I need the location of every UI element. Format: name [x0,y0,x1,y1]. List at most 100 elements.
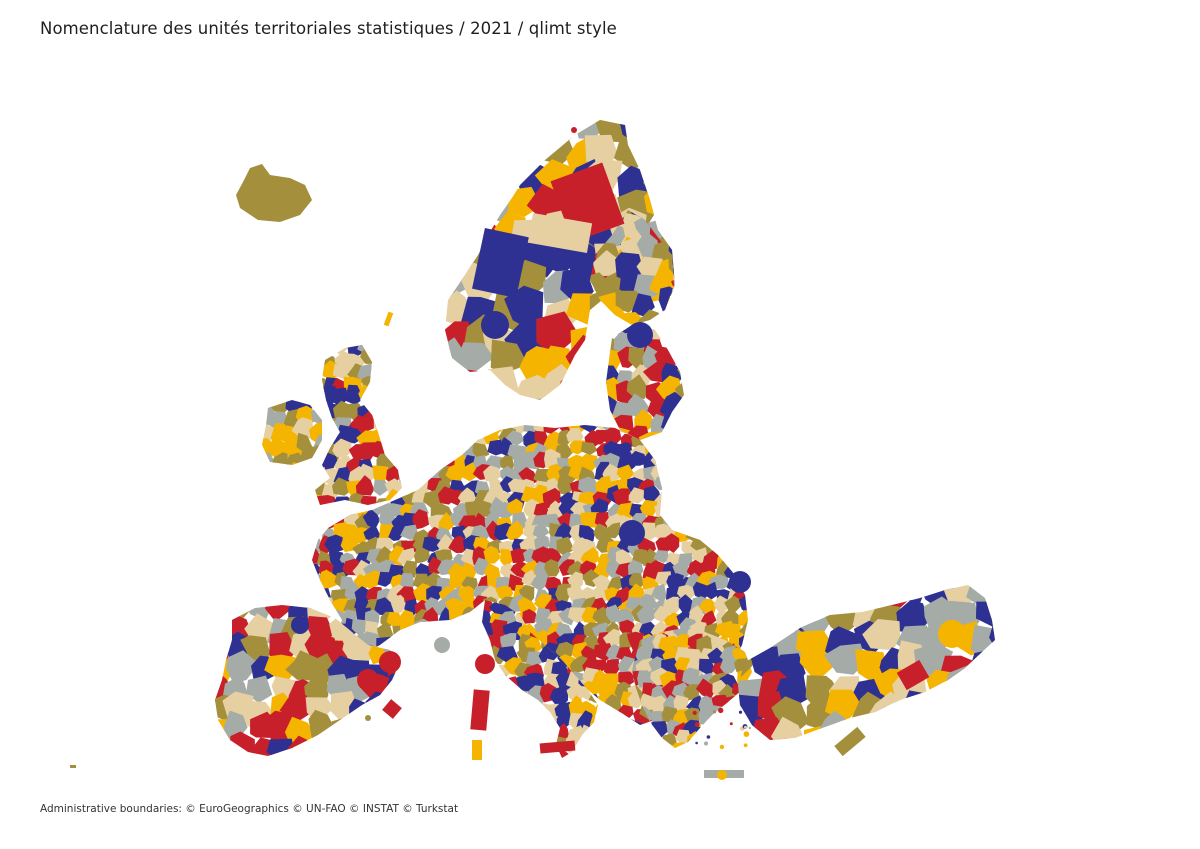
territorial-unit[interactable] [678,400,702,422]
territorial-unit[interactable] [590,725,611,743]
territorial-unit[interactable] [451,682,469,703]
territorial-unit[interactable] [541,753,561,771]
territorial-unit[interactable] [434,637,450,653]
territorial-unit[interactable] [450,658,467,675]
territorial-unit[interactable] [385,377,406,396]
territorial-unit[interactable] [352,541,370,556]
territorial-unit[interactable] [677,512,696,529]
territorial-unit[interactable] [266,738,294,766]
territorial-unit[interactable] [842,565,878,603]
territorial-unit[interactable] [307,462,324,481]
territorial-unit[interactable] [696,493,716,509]
territorial-unit[interactable] [649,744,669,759]
territorial-unit[interactable] [557,477,574,496]
territorial-unit[interactable] [360,495,377,513]
territorial-unit[interactable] [535,716,552,736]
territorial-unit[interactable] [976,601,1012,628]
territorial-unit[interactable] [425,427,443,449]
territorial-unit[interactable] [749,481,769,496]
territorial-unit[interactable] [445,464,465,483]
territorial-unit[interactable] [537,724,559,743]
territorial-unit[interactable] [402,430,422,446]
territorial-unit[interactable] [396,547,416,567]
territorial-unit[interactable] [683,684,699,701]
territorial-unit[interactable] [751,578,785,616]
territorial-unit[interactable] [715,487,734,509]
territorial-unit[interactable] [967,669,998,702]
territorial-unit[interactable] [987,579,1027,612]
territorial-unit[interactable] [368,718,395,750]
territorial-unit[interactable] [748,561,763,578]
territorial-unit[interactable] [470,689,490,731]
territorial-unit[interactable] [486,705,505,727]
territorial-unit[interactable] [989,621,1027,656]
territorial-unit[interactable] [509,698,529,720]
territorial-unit[interactable] [395,442,417,461]
territorial-unit[interactable] [500,736,519,756]
territorial-unit[interactable] [665,334,685,353]
territorial-unit[interactable] [291,616,309,634]
territorial-unit[interactable] [487,716,505,737]
territorial-unit[interactable] [969,649,1000,689]
territorial-unit[interactable] [490,339,528,374]
territorial-unit[interactable] [938,620,966,648]
territorial-unit[interactable] [677,418,697,438]
territorial-unit[interactable] [451,431,467,450]
territorial-unit[interactable] [672,286,702,313]
territorial-unit[interactable] [420,454,439,473]
territorial-unit[interactable] [688,416,706,435]
territorial-unit[interactable] [535,113,577,147]
territorial-unit[interactable] [713,710,717,714]
territorial-unit[interactable] [723,488,742,509]
territorial-unit[interactable] [481,151,523,193]
territorial-unit[interactable] [425,695,443,712]
territorial-unit[interactable] [735,528,755,546]
territorial-unit[interactable] [749,515,763,530]
territorial-unit[interactable] [489,697,507,717]
territorial-unit[interactable] [691,499,710,518]
territorial-unit[interactable] [592,250,624,277]
territorial-unit[interactable] [594,512,610,532]
territorial-unit[interactable] [438,694,456,713]
territorial-unit[interactable] [511,692,526,710]
territorial-unit[interactable] [590,498,609,516]
territorial-unit[interactable] [709,716,725,736]
territorial-unit[interactable] [536,311,580,357]
territorial-unit[interactable] [399,429,418,448]
territorial-unit[interactable] [453,342,495,373]
territorial-unit[interactable] [877,714,914,753]
territorial-unit[interactable] [402,692,418,707]
territorial-unit[interactable] [501,724,522,745]
territorial-unit[interactable] [438,512,457,531]
territorial-unit[interactable] [383,402,404,424]
territorial-unit[interactable] [942,697,973,739]
territorial-unit[interactable] [701,515,722,532]
territorial-unit[interactable] [527,213,593,253]
territorial-unit[interactable] [423,670,441,691]
territorial-unit[interactable] [375,392,393,411]
territorial-unit[interactable] [375,346,392,368]
territorial-unit[interactable] [667,166,703,208]
territorial-unit[interactable] [628,450,647,466]
territorial-unit[interactable] [357,669,379,691]
territorial-unit[interactable] [629,572,645,589]
territorial-unit[interactable] [397,337,414,353]
territorial-unit[interactable] [399,642,421,663]
territorial-unit[interactable] [677,462,699,482]
territorial-unit[interactable] [678,442,697,459]
territorial-unit[interactable] [673,397,709,435]
territorial-unit[interactable] [230,731,256,765]
territorial-unit[interactable] [896,710,932,747]
territorial-unit[interactable] [724,502,742,523]
territorial-unit[interactable] [521,701,538,720]
territorial-unit[interactable] [690,467,710,485]
territorial-unit[interactable] [437,683,455,701]
territorial-unit[interactable] [636,605,657,624]
territorial-unit[interactable] [497,702,516,722]
territorial-unit[interactable] [496,710,516,730]
territorial-unit[interactable] [365,715,371,721]
territorial-unit[interactable] [388,680,408,698]
territorial-unit[interactable] [412,648,427,667]
territorial-unit[interactable] [628,425,650,449]
